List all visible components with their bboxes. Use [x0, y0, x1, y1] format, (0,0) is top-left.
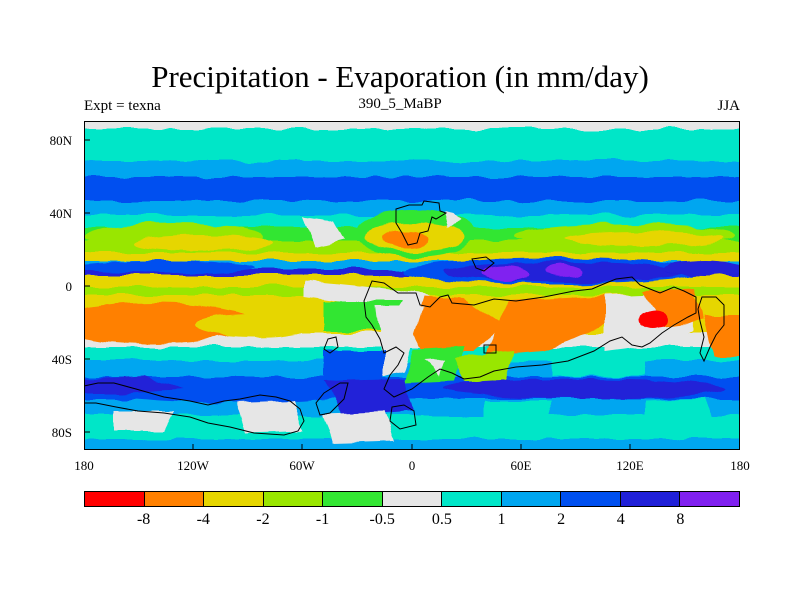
lat-tick-40n: 40N	[49, 206, 72, 221]
legend-swatch	[561, 492, 621, 506]
map-title: Precipitation - Evaporation (in mm/day)	[151, 59, 649, 94]
coastlines	[84, 200, 725, 436]
color-legend	[84, 491, 740, 507]
legend-label: -0.5	[369, 511, 395, 528]
lat-tick-40s: 40S	[51, 352, 72, 367]
lon-tick-120w: 120W	[177, 458, 209, 473]
legend-label: -2	[256, 511, 270, 528]
legend-swatch	[680, 492, 740, 506]
precip-field	[84, 121, 740, 450]
legend-swatch	[323, 492, 383, 506]
experiment-label: Expt = texna	[84, 98, 161, 114]
lat-tick-80s: 80S	[51, 425, 72, 440]
precip-evap-map	[84, 121, 740, 450]
legend-swatch	[263, 492, 324, 506]
legend-label: -4	[196, 511, 210, 528]
legend-swatch	[85, 492, 145, 506]
season-label: JJA	[717, 98, 740, 114]
legend-swatch	[382, 492, 443, 506]
period-label: 390_5_MaBP	[358, 96, 442, 112]
legend-label: 0.5	[431, 511, 452, 528]
lat-tick-80n: 80N	[49, 133, 72, 148]
lat-tick-0: 0	[65, 279, 73, 294]
lon-tick-60e: 60E	[510, 458, 532, 473]
legend-swatch	[501, 492, 562, 506]
legend-swatch	[204, 492, 264, 506]
legend-swatch	[144, 492, 205, 506]
legend-label: 4	[616, 511, 625, 528]
lon-tick-120e: 120E	[616, 458, 644, 473]
legend-label: -8	[136, 511, 151, 528]
lon-tick-180w: 180	[74, 458, 94, 473]
lon-tick-0: 0	[408, 458, 416, 473]
lon-tick-60w: 60W	[289, 458, 315, 473]
legend-label: 1	[497, 511, 506, 528]
legend-label: 2	[557, 511, 566, 528]
legend-swatch	[442, 492, 502, 506]
legend-label: 8	[676, 511, 685, 528]
legend-label: -1	[315, 511, 330, 528]
legend-swatch	[620, 492, 681, 506]
lon-tick-180e: 180	[730, 458, 750, 473]
